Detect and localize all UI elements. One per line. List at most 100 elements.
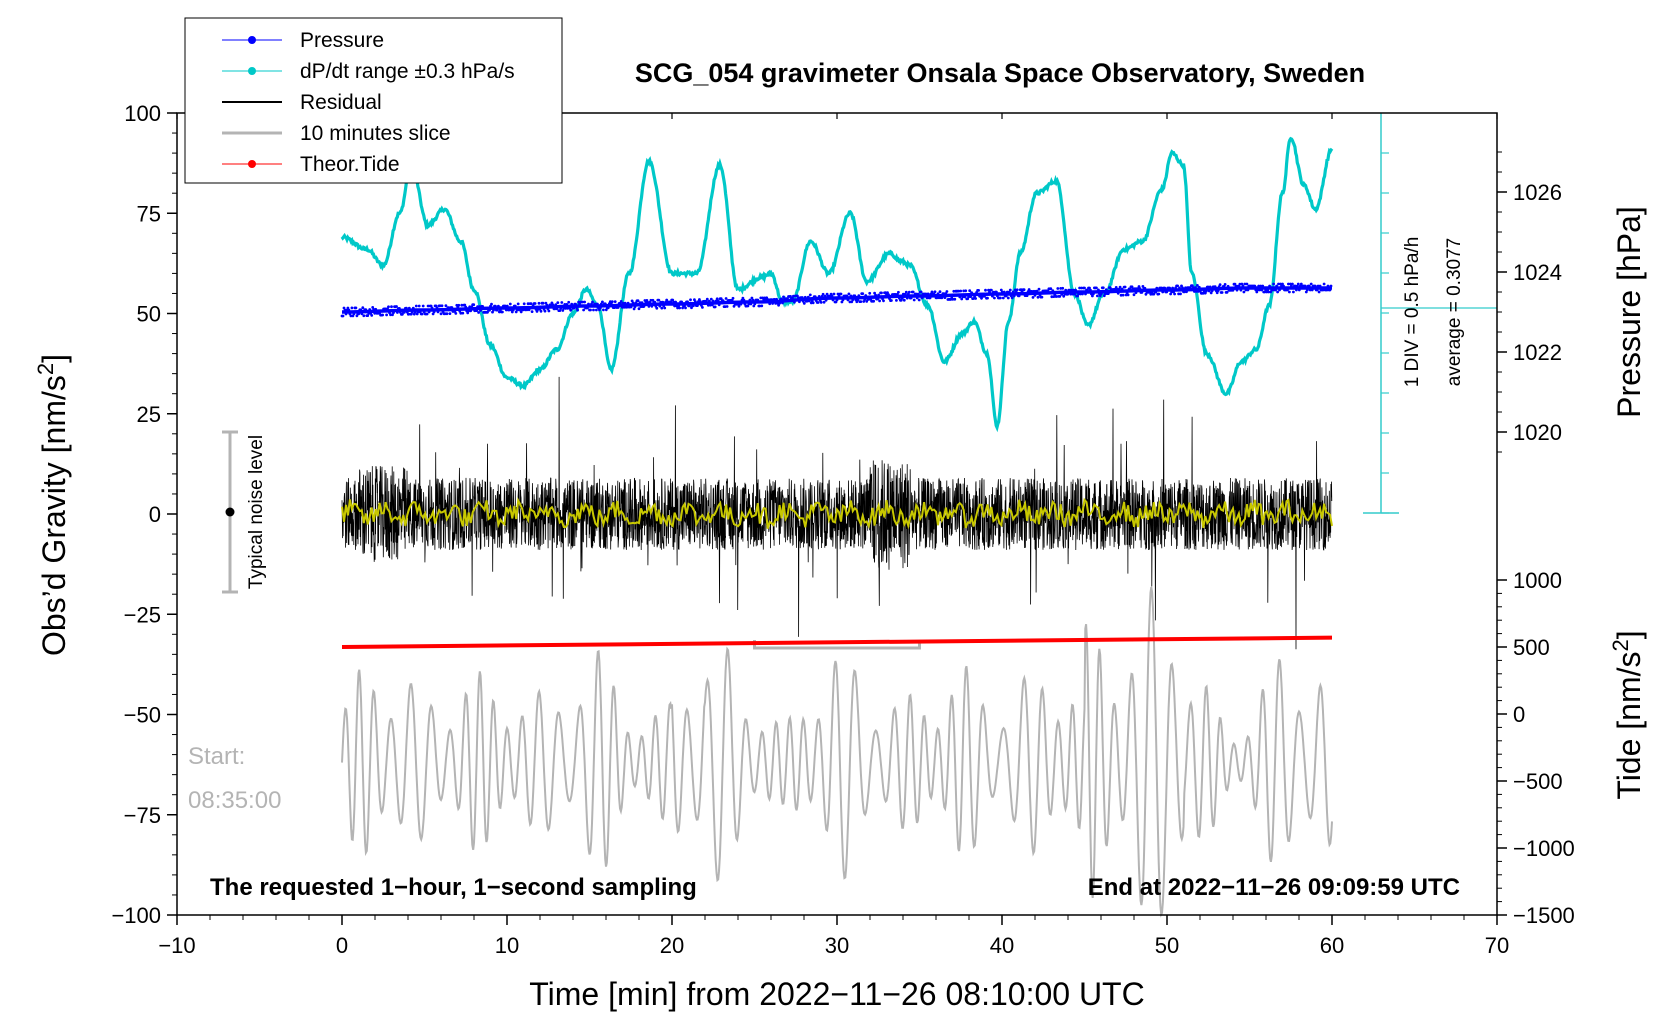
pressure-point xyxy=(566,306,570,310)
pressure-point xyxy=(587,302,590,306)
pressure-point xyxy=(507,308,511,312)
pressure-point xyxy=(1120,287,1124,291)
pressure-point xyxy=(686,300,689,304)
pressure-point xyxy=(861,292,865,295)
pressure-point xyxy=(381,313,384,317)
pressure-point xyxy=(1106,292,1110,295)
x-tick-label: 60 xyxy=(1320,933,1344,958)
pressure-point xyxy=(749,302,753,306)
pressure-point xyxy=(709,297,713,301)
pressure-point xyxy=(343,308,347,312)
pressure-point xyxy=(915,296,919,300)
pressure-point xyxy=(564,307,568,310)
legend-label: Residual xyxy=(300,91,382,114)
pressure-point xyxy=(1155,286,1159,290)
pressure-point xyxy=(1297,288,1301,292)
pressure-point xyxy=(1308,288,1312,292)
pressure-point xyxy=(689,298,692,302)
pressure-point xyxy=(390,305,393,309)
pressure-point xyxy=(920,296,924,300)
pressure-point xyxy=(525,308,529,312)
pressure-point xyxy=(370,314,374,317)
pressure-point xyxy=(1288,290,1291,294)
tide-axis-label: Tide [nm/s2] xyxy=(1608,630,1648,799)
pressure-point xyxy=(387,305,390,309)
pressure-point xyxy=(1055,295,1059,298)
pressure-point xyxy=(1030,290,1034,293)
pressure-point xyxy=(389,313,392,317)
pressure-point xyxy=(711,299,715,303)
y-tick-label: −100 xyxy=(111,903,161,928)
pressure-point xyxy=(1328,288,1332,292)
pressure-point xyxy=(1131,287,1135,291)
pressure-point xyxy=(354,306,358,310)
pressure-point xyxy=(637,307,641,311)
pressure-point xyxy=(872,299,875,303)
pressure-point xyxy=(647,305,651,308)
pressure-point xyxy=(1005,290,1009,294)
slice-line xyxy=(341,586,1333,918)
pressure-point xyxy=(526,302,530,306)
pressure-point xyxy=(917,298,921,302)
pressure-point xyxy=(912,298,916,302)
pressure-point xyxy=(714,299,718,303)
pressure-point xyxy=(1123,285,1127,289)
pressure-point xyxy=(952,289,956,293)
pressure-point xyxy=(1118,285,1122,289)
pressure-point xyxy=(606,306,610,310)
pressure-point xyxy=(974,297,977,300)
pressure-point xyxy=(1272,282,1275,286)
pressure-point xyxy=(454,312,458,315)
pressure-point xyxy=(515,308,519,312)
pressure-point xyxy=(1061,286,1065,290)
pressure-point xyxy=(586,306,589,310)
pressure-point xyxy=(822,300,826,304)
pressure-point xyxy=(596,302,599,306)
pressure-point xyxy=(555,307,559,311)
pressure-point xyxy=(1193,290,1196,293)
pressure-point xyxy=(1313,284,1317,288)
pressure-point xyxy=(657,298,661,302)
pressure-point xyxy=(773,298,776,301)
residual-smoothed-line xyxy=(341,497,1333,530)
pressure-point xyxy=(1245,282,1249,286)
pressure-point xyxy=(1318,284,1322,288)
pressure-point xyxy=(1321,288,1325,292)
pressure-point xyxy=(623,301,627,305)
pressure-point xyxy=(445,312,449,316)
pressure-point xyxy=(360,312,364,316)
pressure-point xyxy=(476,305,479,308)
pressure-point xyxy=(1329,284,1333,288)
pressure-point xyxy=(748,298,752,302)
pressure-point xyxy=(823,294,827,298)
pressure-point xyxy=(492,308,495,312)
pressure-point xyxy=(936,292,940,296)
pressure-point xyxy=(1317,290,1321,294)
pressure-point xyxy=(990,288,993,292)
pressure-point xyxy=(599,306,602,310)
pressure-point xyxy=(663,306,667,310)
pressure-point xyxy=(1184,286,1187,290)
pressure-point xyxy=(1124,293,1128,297)
pressure-point xyxy=(993,296,996,300)
pressure-point xyxy=(364,308,368,311)
pressure-point xyxy=(459,311,463,315)
pressure-point xyxy=(780,297,783,301)
pressure-point xyxy=(461,311,465,315)
pressure-point xyxy=(798,300,801,304)
tide-line xyxy=(341,635,1333,649)
pressure-point xyxy=(992,290,995,294)
pressure-point xyxy=(521,308,525,312)
pressure-point xyxy=(1049,287,1053,291)
pressure-point xyxy=(344,312,348,316)
pressure-point xyxy=(868,291,872,295)
pressure-point xyxy=(999,296,1002,300)
pressure-point xyxy=(372,308,376,311)
pressure-point xyxy=(701,306,704,309)
pressure-point xyxy=(1033,293,1037,297)
pressure-point xyxy=(469,309,473,313)
pressure-point xyxy=(570,302,574,306)
pressure-point xyxy=(830,294,834,298)
pressure-point xyxy=(417,304,421,308)
